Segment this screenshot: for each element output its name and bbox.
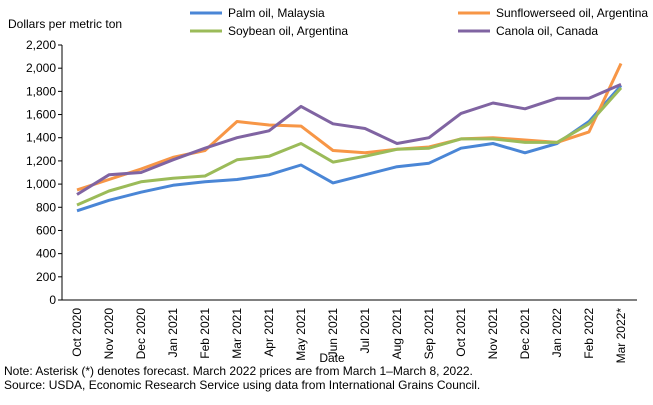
y-tick-label: 1,600 (26, 108, 56, 122)
y-tick-label: 2,000 (26, 61, 56, 75)
x-tick-label: Oct 2021 (454, 308, 468, 357)
x-tick-label: Dec 2020 (134, 308, 148, 360)
x-tick-label: Feb 2021 (198, 308, 212, 359)
y-tick-label: 0 (49, 293, 56, 307)
x-tick-label: Nov 2021 (486, 308, 500, 360)
y-axis-label: Dollars per metric ton (8, 17, 122, 31)
x-tick-label: Apr 2021 (262, 308, 276, 357)
note-text: Note: Asterisk (*) denotes forecast. Mar… (4, 364, 473, 378)
x-tick-label: Jun 2021 (326, 308, 340, 358)
legend-label: Sunflowerseed oil, Argentina (496, 6, 648, 20)
y-tick-label: 400 (36, 247, 56, 261)
series-line (76, 86, 623, 207)
x-tick-label: Sep 2021 (422, 308, 436, 360)
x-tick-label: Aug 2021 (390, 308, 404, 360)
legend-label: Soybean oil, Argentina (228, 24, 348, 38)
x-tick-label: Jan 2021 (166, 308, 180, 358)
y-tick-label: 1,400 (26, 131, 56, 145)
y-tick-label: 800 (36, 200, 56, 214)
y-tick-label: 2,200 (26, 38, 56, 52)
y-tick-label: 1,800 (26, 84, 56, 98)
y-tick-label: 600 (36, 223, 56, 237)
x-tick-label: Feb 2022 (582, 308, 596, 359)
x-axis-label: Date (319, 351, 345, 365)
series-line (76, 83, 622, 196)
y-tick-label: 1,000 (26, 177, 56, 191)
legend-label: Canola oil, Canada (496, 24, 598, 38)
series-line (76, 84, 623, 213)
x-tick-label: Mar 2021 (230, 308, 244, 359)
x-tick-label: Dec 2021 (518, 308, 532, 360)
x-tick-label: Jul 2021 (358, 308, 372, 354)
x-tick-label: Mar 2022* (614, 308, 628, 364)
source-text: Source: USDA, Economic Research Service … (4, 378, 481, 392)
x-tick-label: Jan 2022 (550, 308, 564, 358)
x-tick-label: May 2021 (294, 308, 308, 361)
y-tick-label: 200 (36, 270, 56, 284)
y-tick-label: 1,200 (26, 154, 56, 168)
x-tick-label: Oct 2020 (70, 308, 84, 357)
series-line (76, 62, 623, 192)
legend-label: Palm oil, Malaysia (228, 6, 325, 20)
x-tick-label: Nov 2020 (102, 308, 116, 360)
